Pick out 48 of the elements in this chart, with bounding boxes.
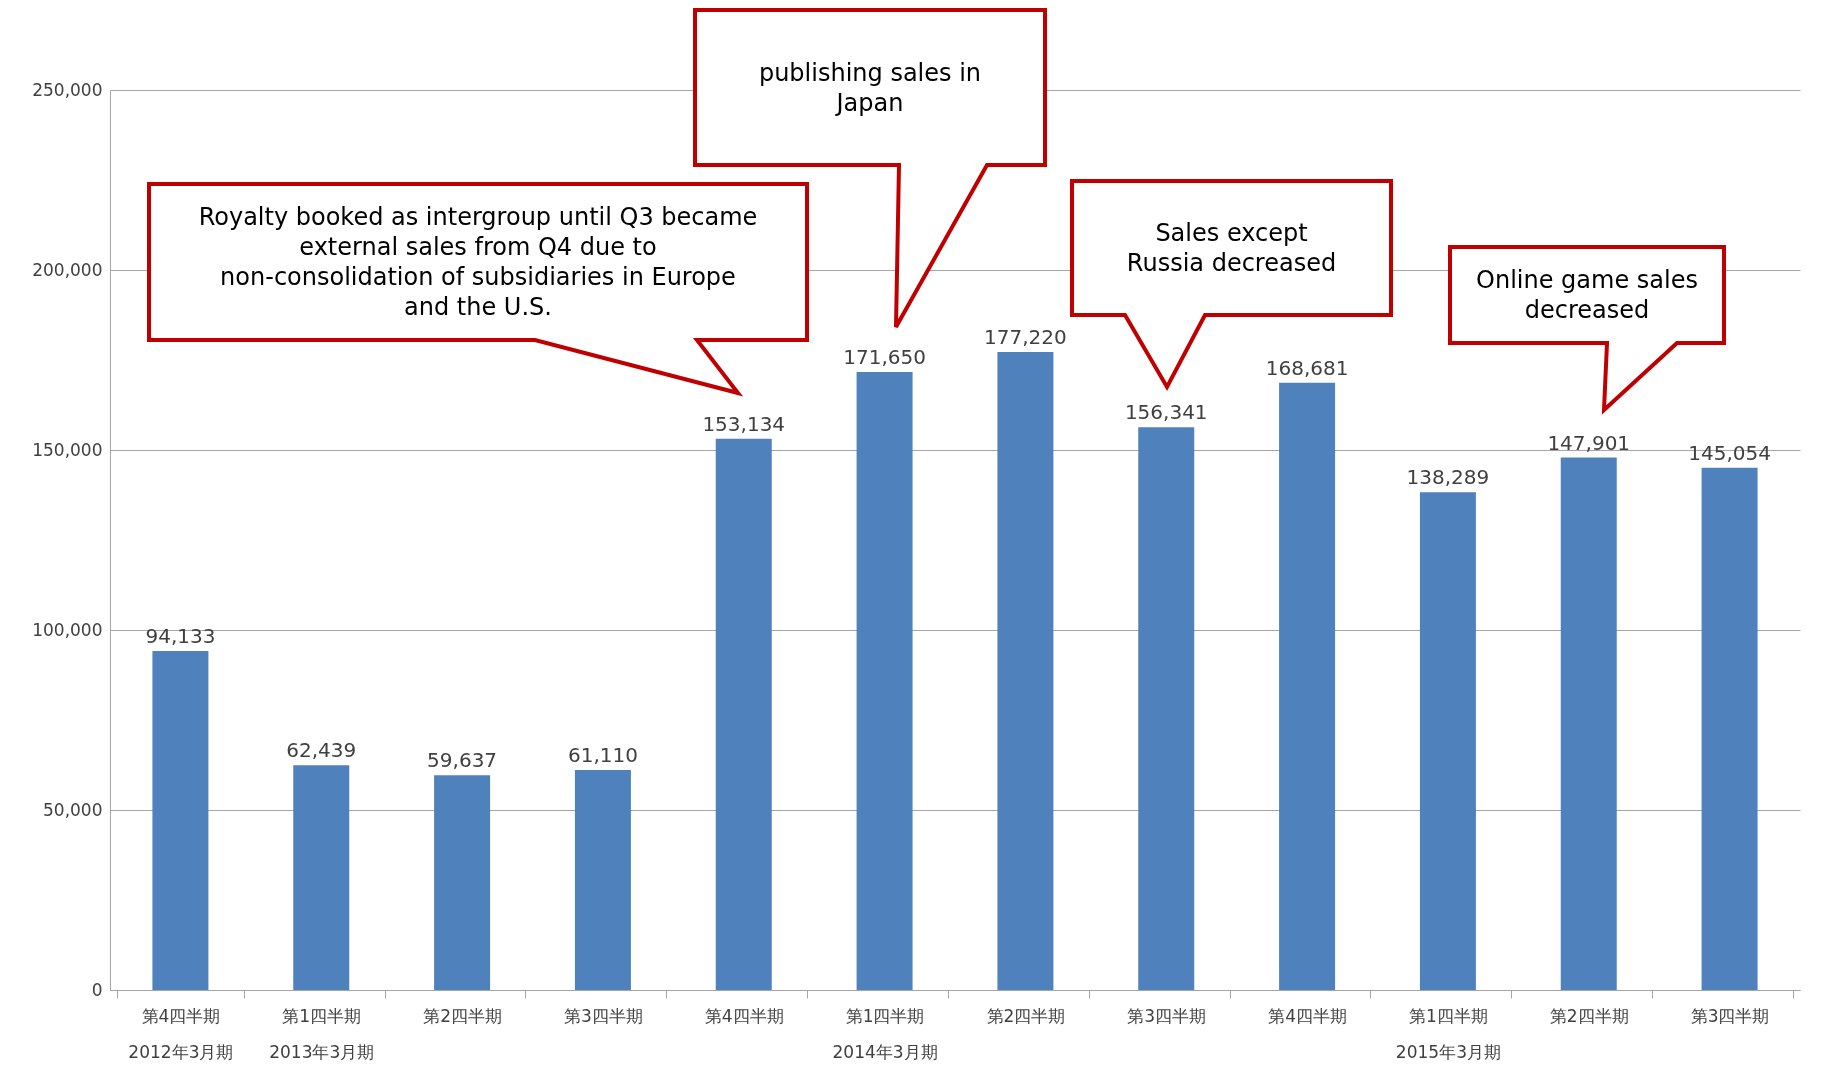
data-label: 62,439 [286, 738, 357, 763]
bar [152, 651, 209, 990]
y-tick-label: 250,000 [32, 79, 103, 100]
y-tick-label: 200,000 [32, 259, 103, 280]
x-tick-label: 第1四半期 2014年3月期 [832, 1005, 938, 1062]
x-tick-label: 第2四半期 [423, 1005, 502, 1026]
data-label: 59,637 [427, 748, 498, 773]
x-tick-label: 第1四半期 2013年3月期 [269, 1005, 375, 1062]
data-label: 94,133 [145, 624, 216, 649]
bar [1419, 492, 1476, 990]
bar [1701, 467, 1758, 990]
data-label: 138,289 [1406, 465, 1490, 490]
annotation: Online game sales decreased [1475, 265, 1699, 326]
bar [997, 352, 1054, 990]
y-tick-label: 150,000 [32, 439, 103, 460]
x-tick-label: 第4四半期 2012年3月期 [128, 1005, 234, 1062]
bar [1560, 457, 1617, 990]
data-label: 147,901 [1547, 430, 1631, 455]
data-label: 156,341 [1124, 400, 1208, 425]
x-tick-label: 第2四半期 [986, 1005, 1066, 1026]
data-label: 168,681 [1265, 355, 1349, 380]
annotation: publishing sales in Japan [757, 57, 983, 119]
data-label: 177,220 [984, 325, 1067, 350]
x-tick-label: 第2四半期 [1549, 1005, 1629, 1026]
x-tick-label: 第4四半期 [1268, 1005, 1347, 1026]
data-label: 61,110 [567, 743, 638, 767]
bar [1138, 427, 1195, 990]
x-tick-label: 第4四半期 [704, 1005, 784, 1026]
speech-bubble: Online game sales decreased [1448, 245, 1726, 412]
y-tick-label: 0 [91, 979, 103, 1000]
annotation: Royalty booked as intergroup until Q3 became external sales from Q4 due to non-consolidation of subsidiaries in Europe and the U.S. [197, 202, 759, 323]
data-label: 153,134 [702, 411, 786, 436]
x-tick-label: 第3四半期 [564, 1005, 643, 1026]
bar [856, 372, 913, 990]
data-label: 145,054 [1688, 440, 1771, 465]
x-tick-label: 第3四半期 [1690, 1005, 1770, 1026]
bar [574, 770, 631, 990]
annotation: Sales except Russia decreased [1125, 218, 1338, 279]
bar [715, 438, 772, 990]
bar [293, 765, 350, 990]
y-tick-label: 50,000 [43, 799, 103, 820]
speech-bubble: Royalty booked as intergroup until Q3 became external sales from Q4 due to non-consolidation of subsidiaries in Europe and the U.S. [147, 182, 809, 395]
bar [1279, 382, 1336, 990]
x-tick-label: 第3四半期 [1127, 1005, 1207, 1026]
y-tick-label: 100,000 [32, 619, 103, 640]
x-tick-label: 第1四半期 2015年3月期 [1395, 1005, 1501, 1062]
bar [434, 775, 491, 990]
data-label: 171,650 [843, 345, 926, 370]
